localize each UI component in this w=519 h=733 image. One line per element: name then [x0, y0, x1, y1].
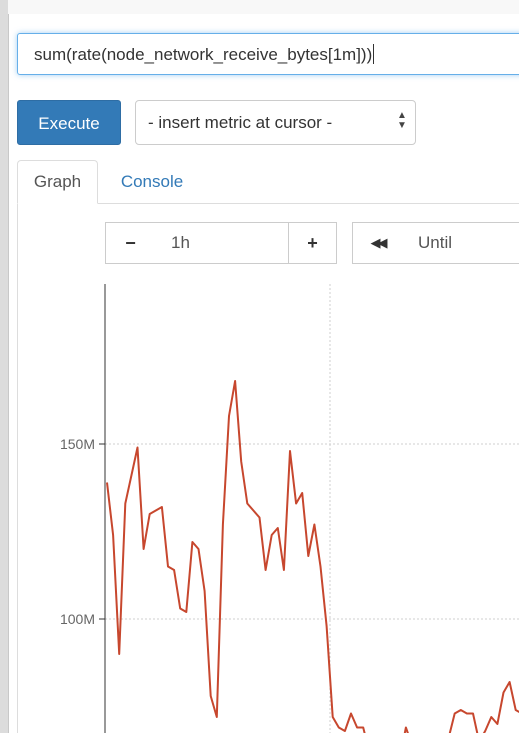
y-tick-label: 100M: [60, 611, 95, 627]
y-axis-ticks: 150M 100M: [60, 436, 105, 627]
tabs-divider: [17, 203, 519, 204]
y-tick-label: 150M: [60, 436, 95, 452]
expression-text: sum(rate(node_network_receive_bytes[1m])…: [34, 45, 373, 64]
until-input[interactable]: Until: [402, 222, 519, 264]
minus-icon: −: [125, 233, 136, 253]
window-left-edge: [0, 0, 9, 733]
execute-button[interactable]: Execute: [17, 100, 121, 145]
tab-console[interactable]: Console: [120, 172, 184, 191]
expression-input[interactable]: sum(rate(node_network_receive_bytes[1m])…: [17, 33, 519, 75]
graph-grid: [105, 284, 519, 733]
plus-icon: +: [307, 233, 318, 253]
graph-panel-border: [17, 203, 18, 733]
insert-metric-select[interactable]: - insert metric at cursor - ▲ ▼: [135, 100, 416, 145]
double-chevron-left-icon: ◀◀: [370, 235, 388, 250]
text-caret: [373, 44, 375, 64]
increase-range-button[interactable]: +: [288, 222, 337, 264]
network-receive-graph: 150M 100M: [60, 284, 519, 733]
series-line: [106, 380, 519, 733]
decrease-range-button[interactable]: −: [105, 222, 156, 264]
end-time-back-button[interactable]: ◀◀: [352, 222, 403, 264]
select-updown-icon: ▲ ▼: [397, 110, 407, 131]
page-top-bar: [8, 0, 519, 14]
insert-metric-select-value: - insert metric at cursor -: [148, 113, 333, 132]
range-input[interactable]: 1h: [155, 222, 289, 264]
tab-graph[interactable]: Graph: [17, 160, 98, 204]
